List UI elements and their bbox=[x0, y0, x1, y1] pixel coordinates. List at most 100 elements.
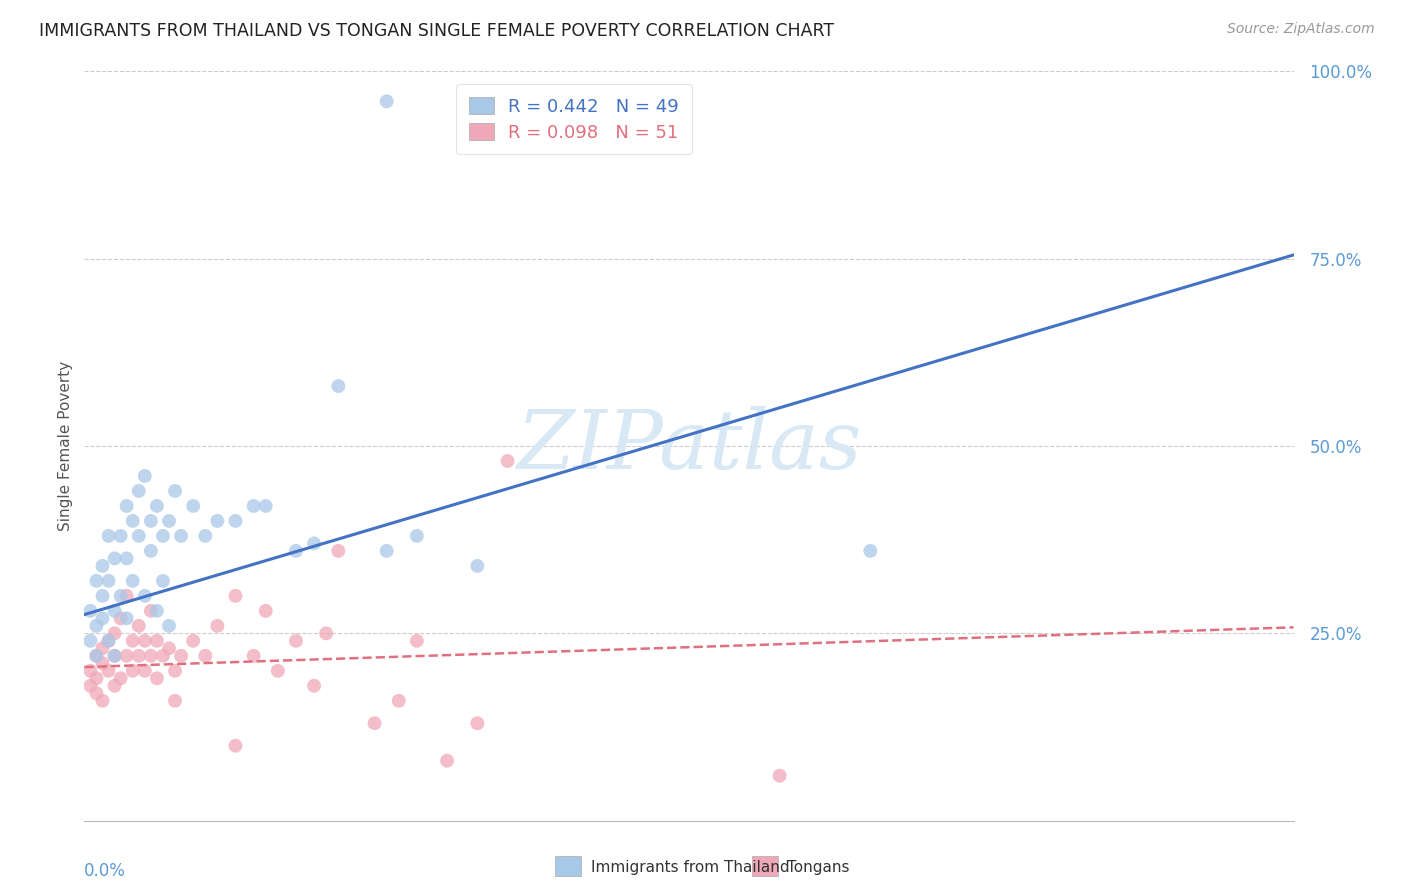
Point bbox=[285, 633, 308, 648]
Text: IMMIGRANTS FROM THAILAND VS TONGAN SINGLE FEMALE POVERTY CORRELATION CHART: IMMIGRANTS FROM THAILAND VS TONGAN SINGL… bbox=[39, 22, 835, 40]
Point bbox=[110, 611, 132, 625]
Point bbox=[79, 604, 101, 618]
Point bbox=[128, 648, 150, 663]
Point bbox=[165, 664, 187, 678]
Point bbox=[254, 604, 277, 618]
Point bbox=[165, 694, 187, 708]
Point bbox=[139, 544, 162, 558]
Point bbox=[157, 641, 180, 656]
Point bbox=[406, 529, 429, 543]
Point bbox=[86, 574, 108, 588]
Point bbox=[170, 529, 193, 543]
Point bbox=[128, 529, 150, 543]
Point bbox=[86, 686, 108, 700]
Point bbox=[91, 657, 114, 671]
Point bbox=[86, 648, 108, 663]
Point bbox=[152, 648, 174, 663]
Point bbox=[121, 633, 143, 648]
Point bbox=[104, 679, 127, 693]
Point bbox=[104, 604, 127, 618]
Point bbox=[225, 514, 247, 528]
Point bbox=[97, 664, 120, 678]
Point bbox=[181, 499, 204, 513]
Point bbox=[115, 589, 138, 603]
Point bbox=[104, 648, 127, 663]
Point bbox=[769, 769, 792, 783]
Point bbox=[86, 619, 108, 633]
Point bbox=[146, 604, 169, 618]
Point bbox=[375, 544, 398, 558]
Legend: R = 0.442   N = 49, R = 0.098   N = 51: R = 0.442 N = 49, R = 0.098 N = 51 bbox=[456, 84, 692, 154]
Point bbox=[134, 589, 156, 603]
Point bbox=[207, 514, 229, 528]
Point bbox=[152, 574, 174, 588]
Point bbox=[91, 641, 114, 656]
Point bbox=[79, 679, 101, 693]
Point bbox=[467, 716, 489, 731]
Point bbox=[134, 633, 156, 648]
Point bbox=[86, 671, 108, 685]
Point bbox=[225, 739, 247, 753]
Point bbox=[859, 544, 882, 558]
Point bbox=[128, 483, 150, 498]
Point bbox=[91, 694, 114, 708]
Point bbox=[134, 664, 156, 678]
Text: Tongans: Tongans bbox=[787, 860, 849, 874]
Point bbox=[97, 633, 120, 648]
Point bbox=[267, 664, 290, 678]
Point bbox=[363, 716, 385, 731]
Text: Source: ZipAtlas.com: Source: ZipAtlas.com bbox=[1227, 22, 1375, 37]
Point bbox=[104, 626, 127, 640]
Point bbox=[97, 529, 120, 543]
Point bbox=[115, 499, 138, 513]
Point bbox=[194, 529, 217, 543]
Point bbox=[467, 558, 489, 573]
Point bbox=[115, 648, 138, 663]
Point bbox=[194, 648, 217, 663]
Point bbox=[406, 633, 429, 648]
Point bbox=[146, 499, 169, 513]
Point bbox=[146, 633, 169, 648]
Point bbox=[496, 454, 519, 468]
Point bbox=[139, 514, 162, 528]
FancyBboxPatch shape bbox=[555, 856, 581, 876]
Point bbox=[121, 664, 143, 678]
Text: 0.0%: 0.0% bbox=[84, 862, 127, 880]
Point bbox=[225, 589, 247, 603]
Point bbox=[242, 499, 264, 513]
Point bbox=[328, 379, 350, 393]
Point bbox=[91, 611, 114, 625]
Point bbox=[121, 514, 143, 528]
Point bbox=[110, 589, 132, 603]
Point bbox=[79, 633, 101, 648]
Point bbox=[104, 551, 127, 566]
Point bbox=[139, 648, 162, 663]
Point bbox=[157, 514, 180, 528]
Point bbox=[115, 551, 138, 566]
Point bbox=[165, 483, 187, 498]
Point bbox=[181, 633, 204, 648]
Point bbox=[121, 574, 143, 588]
Point bbox=[134, 469, 156, 483]
Point bbox=[110, 529, 132, 543]
Point bbox=[302, 679, 325, 693]
Point bbox=[79, 664, 101, 678]
Point bbox=[139, 604, 162, 618]
Point bbox=[128, 619, 150, 633]
Point bbox=[146, 671, 169, 685]
Point bbox=[254, 499, 277, 513]
Point bbox=[170, 648, 193, 663]
Point bbox=[285, 544, 308, 558]
Point bbox=[388, 694, 411, 708]
Point bbox=[242, 648, 264, 663]
Point bbox=[315, 626, 337, 640]
Y-axis label: Single Female Poverty: Single Female Poverty bbox=[58, 361, 73, 531]
Point bbox=[436, 754, 458, 768]
Text: Immigrants from Thailand: Immigrants from Thailand bbox=[591, 860, 789, 874]
Point bbox=[86, 648, 108, 663]
Point bbox=[97, 574, 120, 588]
Point bbox=[375, 95, 398, 109]
Point bbox=[302, 536, 325, 550]
Point bbox=[104, 648, 127, 663]
Point bbox=[115, 611, 138, 625]
